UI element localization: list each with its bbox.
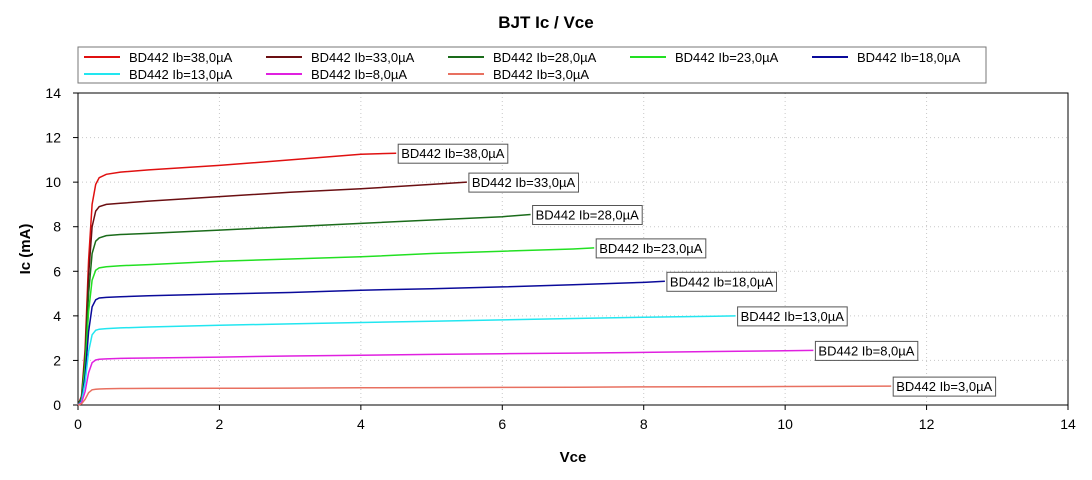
- y-tick-label: 12: [45, 130, 61, 146]
- legend: BD442 Ib=38,0µA BD442 Ib=33,0µA BD442 Ib=2…: [77, 46, 987, 84]
- series-end-label-box: [468, 172, 579, 193]
- y-tick-label: 0: [53, 397, 61, 413]
- legend-label: BD442 Ib=38,0µA: [129, 50, 233, 65]
- series-end-label-box: [595, 238, 707, 259]
- series-group: [77, 152, 892, 406]
- series-end-label: BD442 Ib=3,0µA: [896, 379, 992, 394]
- series-end-label: BD442 Ib=33,0µA: [472, 175, 576, 190]
- legend-label: BD442 Ib=13,0µA: [129, 67, 233, 82]
- y-axis-label: Ic (mA): [17, 224, 34, 275]
- x-tick-label: 2: [216, 416, 224, 432]
- x-tick-label: 8: [640, 416, 648, 432]
- series-end-label: BD442 Ib=13,0µA: [741, 309, 845, 324]
- series-end-label-box: [892, 376, 997, 397]
- callouts: BD442 Ib=38,0µA BD442 Ib=33,0µA BD442 Ib=2…: [397, 143, 997, 397]
- chart-title: BJT Ic / Vce: [498, 13, 593, 32]
- series-line: [77, 247, 595, 406]
- y-tick-label: 14: [45, 85, 61, 101]
- y-tick-label: 6: [53, 263, 61, 279]
- x-axis-label: Vce: [560, 449, 587, 466]
- legend-label: BD442 Ib=18,0µA: [857, 50, 961, 65]
- y-tick-label: 2: [53, 352, 61, 368]
- x-tick-label: 10: [777, 416, 793, 432]
- series-end-label: BD442 Ib=23,0µA: [599, 241, 703, 256]
- legend-label: BD442 Ib=28,0µA: [493, 50, 597, 65]
- series-end-label-box: [532, 205, 643, 225]
- series-end-label: BD442 Ib=18,0µA: [670, 274, 774, 289]
- legend-label: BD442 Ib=8,0µA: [311, 67, 407, 82]
- x-tick-label: 6: [498, 416, 506, 432]
- series-line: [77, 385, 892, 406]
- series-end-label-box: [397, 143, 509, 164]
- series-end-label: BD442 Ib=28,0µA: [536, 207, 640, 222]
- series-end-label: BD442 Ib=38,0µA: [401, 146, 505, 161]
- legend-label: BD442 Ib=23,0µA: [675, 50, 779, 65]
- legend-box: [77, 46, 987, 84]
- series-line: [77, 349, 814, 406]
- legend-label: BD442 Ib=3,0µA: [493, 67, 589, 82]
- y-tick-label: 8: [53, 219, 61, 235]
- series-end-label-box: [737, 306, 848, 327]
- x-tick-label: 14: [1060, 416, 1076, 432]
- plot-frame: [77, 92, 1069, 406]
- y-tick-label: 10: [45, 174, 61, 190]
- series-line: [77, 213, 531, 406]
- series-end-label-box: [814, 340, 919, 361]
- x-tick-label: 4: [357, 416, 365, 432]
- x-tick-label: 12: [919, 416, 935, 432]
- y-tick-label: 4: [53, 308, 61, 324]
- series-end-label-box: [666, 271, 778, 292]
- series-line: [77, 315, 736, 406]
- series-end-label: BD442 Ib=8,0µA: [818, 343, 914, 358]
- x-tick-label: 0: [74, 416, 82, 432]
- series-line: [77, 280, 665, 406]
- axes: 0 2 4 6 8 10 12 14 0 2 4 6 8 10 12 14: [45, 85, 1076, 432]
- legend-label: BD442 Ib=33,0µA: [311, 50, 415, 65]
